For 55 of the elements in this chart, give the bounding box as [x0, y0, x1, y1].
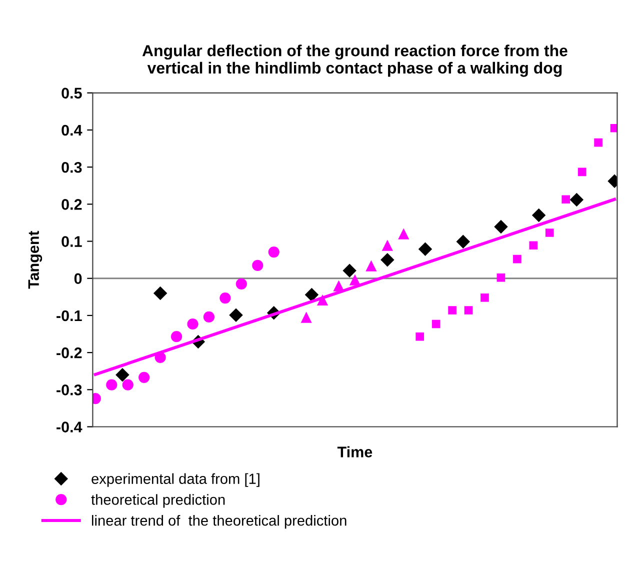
point	[349, 274, 361, 286]
point	[366, 260, 377, 272]
y-tick-label: 0.4	[62, 124, 82, 136]
y-tick-label: 0	[74, 273, 82, 284]
y-tick-label: -0.2	[56, 347, 82, 358]
point	[432, 320, 440, 328]
point	[480, 293, 489, 302]
point	[138, 372, 150, 383]
point	[333, 280, 344, 292]
point	[229, 308, 243, 322]
point	[252, 260, 264, 271]
point	[578, 168, 586, 176]
point	[464, 306, 473, 314]
legend-label: linear trend of the theoretical prediction	[92, 515, 346, 529]
y-tick-label: 0.1	[62, 236, 82, 247]
point	[398, 228, 410, 240]
x-axis-title: Time	[337, 446, 372, 458]
point	[382, 240, 393, 251]
point	[416, 332, 424, 341]
point	[418, 242, 432, 256]
point	[106, 379, 118, 390]
point	[529, 241, 538, 250]
legend-label: theoretical prediction	[91, 494, 225, 508]
point	[220, 292, 231, 304]
point	[170, 331, 182, 342]
point	[203, 311, 215, 323]
point	[570, 192, 584, 207]
point	[513, 254, 522, 264]
point	[122, 379, 134, 390]
point	[187, 318, 198, 330]
point	[268, 246, 280, 258]
point	[532, 208, 546, 222]
legend-label: experimental data from [1]	[92, 473, 260, 487]
point	[594, 138, 602, 147]
point	[300, 312, 312, 323]
point	[496, 273, 506, 282]
y-tick-label: -0.3	[56, 384, 82, 396]
point	[494, 220, 508, 234]
point	[116, 368, 130, 382]
point	[448, 306, 456, 314]
y-tick-label: -0.4	[56, 422, 82, 432]
point	[380, 252, 394, 267]
point	[342, 264, 356, 278]
point	[456, 234, 470, 249]
point	[153, 286, 168, 300]
y-tick-label: 0.5	[62, 88, 82, 99]
y-axis-title: Tangent	[28, 230, 42, 289]
chart-title: Angular deflection of the ground reaction force from the vertical in the hindlimb contact phase of a walking dog	[142, 44, 568, 77]
y-tick-label: -0.1	[56, 310, 82, 322]
y-tick-label: 0.2	[62, 199, 82, 210]
point	[562, 195, 570, 204]
point	[236, 278, 247, 290]
point	[545, 228, 554, 237]
point	[304, 288, 319, 302]
y-tick-label: 0.3	[62, 162, 82, 173]
